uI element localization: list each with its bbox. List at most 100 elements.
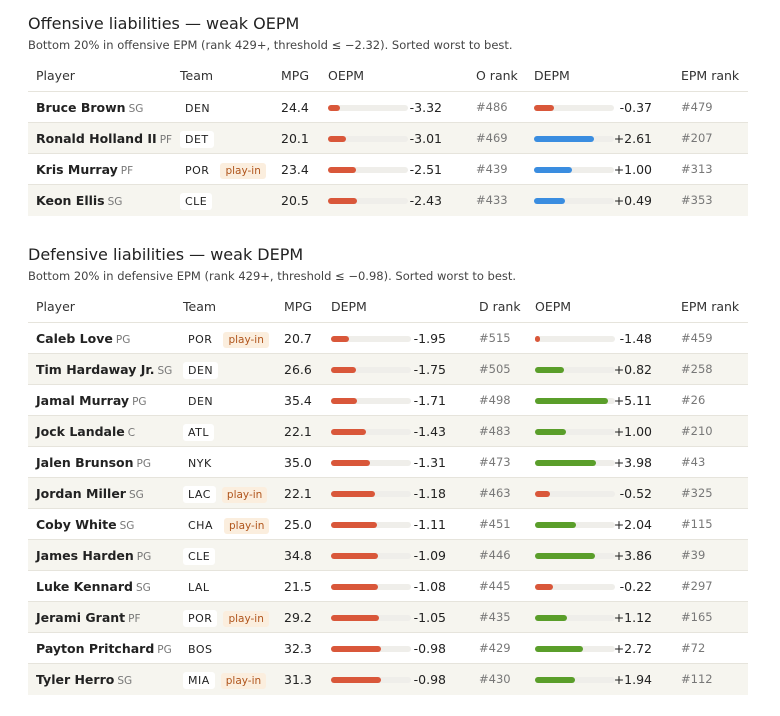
play-in-tag: play-in xyxy=(221,487,268,503)
mpg: 34.8 xyxy=(284,548,312,563)
value-bar xyxy=(331,615,379,621)
player-name: Jalen Brunson xyxy=(36,455,134,470)
mpg: 35.4 xyxy=(284,393,312,408)
team-badge: CHA xyxy=(183,517,218,534)
team-badge: POR xyxy=(183,610,218,627)
column-header: MPG xyxy=(284,299,313,314)
column-header: EPM rank xyxy=(681,68,740,83)
position: SG xyxy=(117,675,133,687)
value-bar xyxy=(534,105,554,111)
bar-track xyxy=(534,167,614,173)
value-bar xyxy=(535,584,554,590)
mpg: 20.5 xyxy=(281,193,309,208)
value: -0.98 xyxy=(413,672,446,687)
table-row: Jerami Grant PF POR play-in 29.2 -1.05 +1.12 #4… xyxy=(28,601,748,633)
team-badge: CLE xyxy=(180,193,213,210)
team-cell: ATL xyxy=(183,416,215,448)
value: -2.51 xyxy=(409,162,442,177)
value-bar xyxy=(534,136,594,142)
value: +2.61 xyxy=(613,131,652,146)
value-bar xyxy=(535,553,595,559)
team-badge: POR xyxy=(180,162,215,179)
epm-rank: #353 xyxy=(681,193,713,207)
column-header: DEPM xyxy=(534,68,570,83)
position: PG xyxy=(136,551,152,563)
rank: #463 xyxy=(479,486,511,500)
mpg: 32.3 xyxy=(284,641,312,656)
bar-track xyxy=(534,105,614,111)
rank: #435 xyxy=(479,610,511,624)
value-bar xyxy=(331,522,377,528)
column-header: MPG xyxy=(281,68,310,83)
bar-track xyxy=(328,198,408,204)
team-cell: CLE xyxy=(183,540,216,572)
value-bar xyxy=(535,677,576,683)
team-badge: NYK xyxy=(183,455,217,472)
value-bar xyxy=(331,646,382,652)
team-badge: MIA xyxy=(183,672,215,689)
epm-rank: #325 xyxy=(681,486,713,500)
team-cell: CHA play-in xyxy=(183,509,270,542)
value: +2.72 xyxy=(613,641,652,656)
player-cell: Jalen Brunson PG xyxy=(36,447,151,480)
bar-track xyxy=(331,398,411,404)
section-title: Offensive liabilities — weak OEPM xyxy=(28,14,300,33)
column-header: Team xyxy=(180,68,214,83)
bar-track xyxy=(331,336,411,342)
column-header: O rank xyxy=(476,68,518,83)
mpg: 31.3 xyxy=(284,672,312,687)
mpg: 29.2 xyxy=(284,610,312,625)
value-bar xyxy=(328,136,346,142)
player-cell: Coby White SG xyxy=(36,509,134,542)
position: SG xyxy=(135,582,151,594)
epm-rank: #112 xyxy=(681,672,713,686)
player-name: Coby White xyxy=(36,517,117,532)
player-cell: Jerami Grant PF xyxy=(36,602,141,635)
table-row: Tyler Herro SG MIA play-in 31.3 -0.98 +1.94 #43… xyxy=(28,663,748,695)
position: PG xyxy=(136,458,151,470)
rank: #515 xyxy=(479,331,511,345)
value: -1.48 xyxy=(619,331,652,346)
mpg: 24.4 xyxy=(281,100,309,115)
bar-track xyxy=(535,367,615,373)
mpg: 22.1 xyxy=(284,486,312,501)
column-header: OEPM xyxy=(535,299,572,314)
bar-track xyxy=(535,615,615,621)
position: PG xyxy=(115,334,131,346)
epm-rank: #313 xyxy=(681,162,713,176)
player-name: Ronald Holland II xyxy=(36,131,157,146)
value: -1.08 xyxy=(413,579,446,594)
value-bar xyxy=(331,460,371,466)
player-name: Luke Kennard xyxy=(36,579,133,594)
value: -1.71 xyxy=(413,393,446,408)
table-row: Caleb Love PG POR play-in 20.7 -1.95 -1.48 #515… xyxy=(28,322,748,354)
team-badge: LAL xyxy=(183,579,215,596)
mpg: 22.1 xyxy=(284,424,312,439)
team-cell: CLE xyxy=(180,185,213,217)
player-name: Caleb Love xyxy=(36,331,113,346)
column-header: DEPM xyxy=(331,299,367,314)
mpg: 21.5 xyxy=(284,579,312,594)
team-cell: DEN xyxy=(183,354,219,386)
player-cell: Luke Kennard SG xyxy=(36,571,151,604)
value: -1.05 xyxy=(413,610,446,625)
team-badge: DEN xyxy=(180,100,216,117)
epm-rank: #39 xyxy=(681,548,706,562)
team-cell: LAC play-in xyxy=(183,478,268,511)
player-cell: Jamal Murray PG xyxy=(36,385,147,418)
rank: #433 xyxy=(476,193,508,207)
value: -3.32 xyxy=(409,100,442,115)
player-cell: Keon Ellis SG xyxy=(36,185,122,218)
value-bar xyxy=(534,198,566,204)
mpg: 26.6 xyxy=(284,362,312,377)
bar-track xyxy=(331,460,411,466)
epm-rank: #210 xyxy=(681,424,713,438)
section-title: Defensive liabilities — weak DEPM xyxy=(28,245,304,264)
value: -0.52 xyxy=(619,486,652,501)
table-row: Jordan Miller SG LAC play-in 22.1 -1.18 -0.52 #… xyxy=(28,477,748,509)
team-cell: POR play-in xyxy=(180,154,266,187)
value-bar xyxy=(535,460,596,466)
column-header: Team xyxy=(183,299,217,314)
position: SG xyxy=(128,489,144,501)
